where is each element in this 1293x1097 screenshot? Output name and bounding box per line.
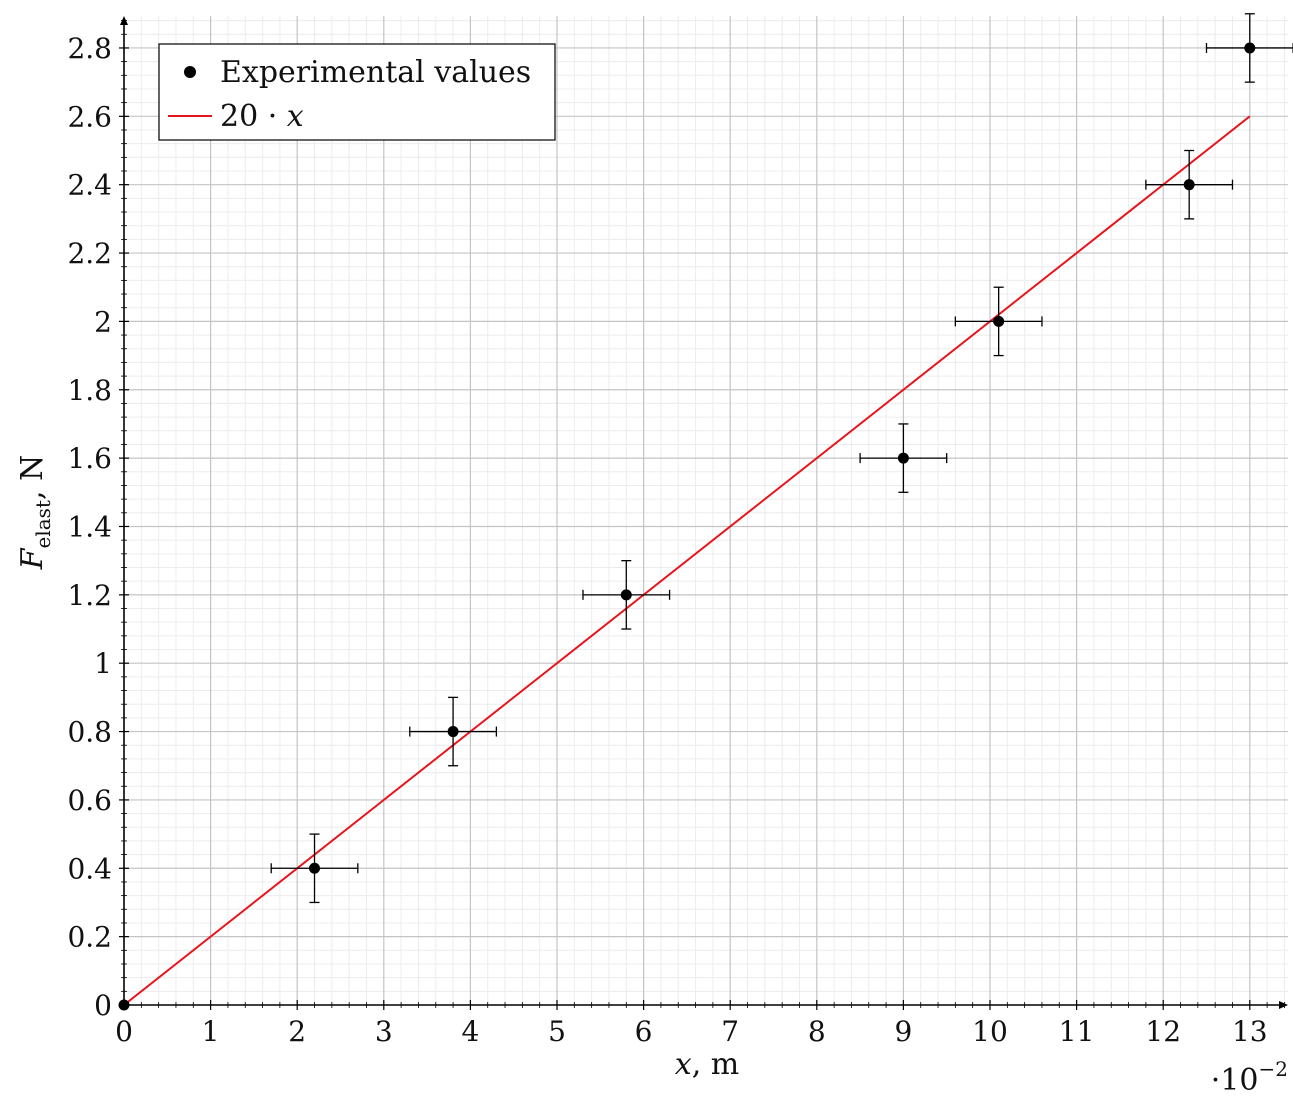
y-axis-title: Felast, N bbox=[15, 455, 55, 571]
y-tick-label: 2.2 bbox=[67, 237, 112, 270]
x-tick-label: 0 bbox=[115, 1015, 133, 1048]
y-axis-var: F bbox=[15, 547, 50, 570]
x-tick-label: 10 bbox=[972, 1015, 1008, 1048]
x-tick-label: 2 bbox=[288, 1015, 306, 1048]
y-tick-label: 0.4 bbox=[67, 852, 112, 885]
grid-major bbox=[124, 16, 1288, 1005]
grid-minor bbox=[124, 16, 1288, 1005]
x-tick-label: 13 bbox=[1232, 1015, 1268, 1048]
legend-label-fit: 20 · x bbox=[220, 99, 304, 134]
y-tick-label: 0.6 bbox=[67, 784, 112, 817]
data-point bbox=[447, 726, 459, 738]
y-tick-label: 1.2 bbox=[67, 579, 112, 612]
x-axis-arrow bbox=[1279, 1001, 1288, 1009]
x-tick-label: 8 bbox=[808, 1015, 826, 1048]
data-point bbox=[118, 999, 130, 1011]
legend-label-experimental: Experimental values bbox=[220, 55, 531, 90]
y-tick-label: 0.2 bbox=[67, 921, 112, 954]
x-tick-label: 7 bbox=[721, 1015, 739, 1048]
data-point bbox=[897, 452, 909, 464]
fit-line bbox=[123, 115, 1251, 1006]
x-scale-base: ·10 bbox=[1211, 1063, 1259, 1097]
y-tick-label: 2.6 bbox=[67, 100, 112, 133]
x-tick-label: 5 bbox=[548, 1015, 566, 1048]
data-point bbox=[309, 862, 321, 874]
legend-box bbox=[158, 43, 556, 141]
data-point bbox=[1244, 42, 1256, 54]
y-axis-subscript: elast bbox=[31, 500, 55, 548]
ticks bbox=[119, 20, 1285, 1010]
y-tick-label: 2.4 bbox=[67, 169, 112, 202]
y-tick-label: 1.8 bbox=[67, 374, 112, 407]
y-axis-unit: , N bbox=[15, 455, 50, 500]
y-tick-label: 0 bbox=[94, 989, 112, 1022]
series-layer bbox=[118, 13, 1293, 1011]
data-point bbox=[620, 589, 632, 601]
legend-fit-coef: 20 · bbox=[220, 99, 287, 134]
data-point bbox=[993, 315, 1005, 327]
tick-labels: 0 1 2 3 4 5 6 7 8 9 10 11 12 1300.20.40.60.811.21.41.… bbox=[67, 32, 1267, 1048]
x-tick-label: 12 bbox=[1145, 1015, 1181, 1048]
y-tick-label: 1.4 bbox=[67, 510, 112, 543]
legend-fit-var: x bbox=[287, 99, 304, 134]
y-tick-label: 1.6 bbox=[67, 442, 112, 475]
x-scale-note: ·10−2 bbox=[1211, 1057, 1288, 1097]
legend-marker-experimental bbox=[184, 66, 196, 78]
y-tick-label: 1 bbox=[94, 647, 112, 680]
x-scale-exponent: −2 bbox=[1259, 1057, 1288, 1081]
data-point bbox=[1183, 179, 1195, 191]
x-axis-var: x bbox=[675, 1047, 692, 1082]
x-axis-title: x, m bbox=[675, 1047, 739, 1082]
y-tick-label: 2 bbox=[94, 305, 112, 338]
x-tick-label: 4 bbox=[461, 1015, 479, 1048]
x-tick-label: 11 bbox=[1059, 1015, 1095, 1048]
x-tick-label: 1 bbox=[202, 1015, 220, 1048]
x-axis-unit: , m bbox=[692, 1047, 740, 1082]
legend: Experimental values 20 · x bbox=[158, 43, 556, 141]
x-tick-label: 6 bbox=[635, 1015, 653, 1048]
x-tick-label: 3 bbox=[375, 1015, 393, 1048]
y-tick-label: 2.8 bbox=[67, 32, 112, 65]
x-tick-label: 9 bbox=[894, 1015, 912, 1048]
y-tick-label: 0.8 bbox=[67, 716, 112, 749]
